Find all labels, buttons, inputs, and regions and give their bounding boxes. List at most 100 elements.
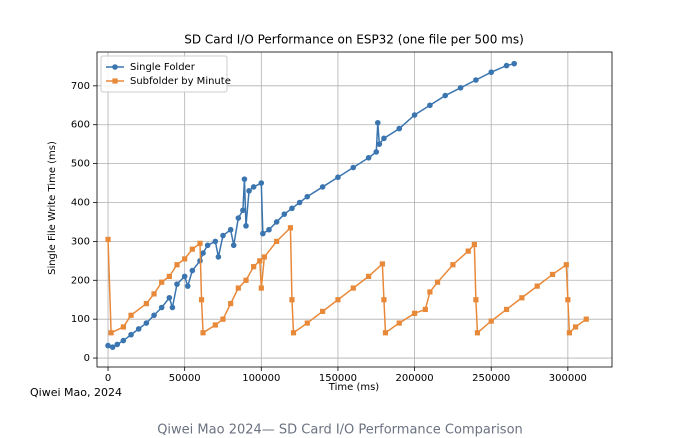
data-point [243, 223, 249, 229]
y-tick-label: 100 [71, 314, 90, 325]
data-point [143, 320, 150, 326]
y-tick-label: 200 [71, 275, 90, 286]
data-point [174, 281, 180, 287]
data-point [572, 324, 579, 330]
data-point [128, 331, 134, 338]
data-point [381, 135, 387, 142]
data-point [260, 230, 266, 237]
data-point [174, 262, 180, 268]
data-point [159, 279, 165, 285]
data-point [166, 273, 172, 279]
data-point [120, 337, 127, 344]
data-point [396, 320, 402, 326]
data-point [261, 254, 267, 260]
data-point [257, 258, 263, 264]
data-point [335, 297, 341, 303]
data-point [427, 289, 433, 295]
data-point [158, 304, 165, 311]
data-point [212, 238, 219, 245]
data-point [503, 62, 510, 69]
data-point [258, 285, 264, 291]
data-point [266, 226, 272, 233]
x-tick-label: 50000 [169, 373, 201, 384]
legend-box [100, 55, 228, 93]
data-point [457, 84, 464, 91]
data-point [488, 318, 494, 324]
data-point [473, 297, 479, 303]
data-point [434, 279, 441, 285]
data-point [135, 326, 142, 332]
data-point [246, 188, 252, 194]
data-point [281, 211, 288, 217]
data-point [411, 310, 418, 316]
data-point [151, 291, 157, 297]
data-point [105, 236, 111, 243]
data-point [250, 184, 257, 190]
data-point [151, 312, 157, 319]
data-point [583, 316, 589, 322]
data-point [189, 246, 195, 252]
data-point [240, 207, 246, 214]
x-tick-label: 150000 [319, 373, 357, 384]
data-point [200, 250, 206, 256]
data-point [241, 176, 248, 182]
data-point [474, 330, 481, 336]
y-axis-label: Single File Write Time (ms) [47, 141, 58, 275]
data-point [289, 297, 295, 303]
data-point [382, 330, 389, 336]
data-point [373, 149, 380, 155]
data-point [212, 322, 218, 328]
data-point [120, 324, 126, 330]
data-point [109, 344, 116, 350]
y-tick-label: 700 [71, 81, 90, 92]
data-point [274, 238, 280, 244]
x-tick-label: 100000 [242, 373, 280, 384]
data-point [374, 119, 381, 126]
data-point [181, 273, 188, 280]
annotation: Qiwei Mao, 2024 [30, 386, 122, 399]
y-tick-label: 0 [84, 353, 90, 364]
plot-frame [96, 51, 613, 368]
data-point [215, 254, 222, 260]
data-point [198, 297, 205, 303]
data-point [304, 320, 310, 326]
data-point [243, 277, 249, 283]
data-point [128, 312, 134, 318]
data-point [287, 225, 294, 231]
legend-label: Subfolder by Minute [130, 76, 231, 87]
data-point [304, 193, 311, 200]
data-point [365, 154, 372, 161]
data-point [366, 273, 372, 279]
data-point [220, 232, 226, 239]
data-point [471, 241, 477, 248]
data-point [197, 240, 203, 246]
data-point [473, 77, 479, 83]
data-point [184, 283, 191, 289]
data-point [251, 264, 257, 270]
data-point [442, 92, 449, 99]
data-point [273, 219, 280, 225]
data-point [350, 285, 356, 291]
data-point [319, 184, 326, 190]
data-point [290, 330, 297, 336]
data-point [228, 301, 234, 307]
data-point [396, 125, 403, 132]
data-point [200, 330, 206, 336]
x-tick-label: 200000 [395, 373, 433, 384]
legend-marker [112, 78, 118, 84]
data-point [289, 205, 295, 212]
data-point [296, 199, 303, 206]
data-point [143, 301, 149, 307]
data-point [411, 112, 418, 118]
data-point [549, 271, 556, 278]
legend-label: Single Folder [130, 62, 196, 73]
legend-marker [112, 64, 118, 70]
data-point [534, 283, 540, 289]
chart-title: SD Card I/O Performance on ESP32 (one fi… [184, 33, 524, 47]
data-point [422, 306, 428, 313]
data-point [465, 248, 471, 254]
data-point [235, 285, 241, 291]
data-point [376, 141, 383, 147]
data-point [204, 242, 211, 249]
